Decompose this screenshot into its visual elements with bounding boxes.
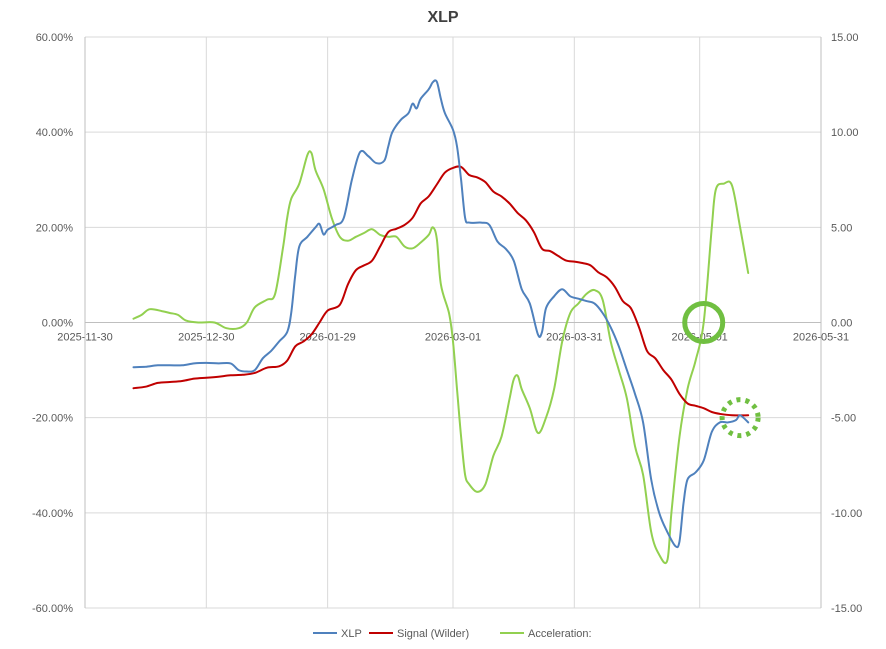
y-right-tick-label: 10.00 bbox=[831, 127, 859, 139]
y-right-tick-label: -15.00 bbox=[831, 603, 862, 615]
y-right-tick-label: 5.00 bbox=[831, 222, 852, 234]
legend-label: XLP bbox=[341, 628, 362, 640]
legend-label: Signal (Wilder) bbox=[397, 628, 469, 640]
y-left-tick-label: 0.00% bbox=[42, 318, 73, 330]
series-layer bbox=[132, 79, 750, 565]
y-left-tick-label: 60.00% bbox=[36, 32, 74, 44]
series-line-signal-wilder bbox=[132, 165, 750, 417]
series-line-acceleration bbox=[132, 150, 750, 565]
y-left-tick-label: -40.00% bbox=[32, 508, 73, 520]
legend-label: Acceleration: bbox=[528, 628, 592, 640]
x-tick-label: 2026-01-29 bbox=[299, 332, 355, 344]
y-left-tick-label: -20.00% bbox=[32, 413, 73, 425]
series-line-xlp bbox=[132, 79, 750, 549]
y-left-tick-label: 40.00% bbox=[36, 127, 74, 139]
y-right-tick-label: -10.00 bbox=[831, 508, 862, 520]
highlight-circle-solid bbox=[682, 301, 726, 344]
y-right-tick-label: 15.00 bbox=[831, 32, 859, 44]
y-left-tick-label: 20.00% bbox=[36, 222, 74, 234]
y-right-tick-label: -5.00 bbox=[831, 413, 856, 425]
axes: 60.00% 15.00 40.00% 10.00 20.00% 5.00 0.00% 0.0… bbox=[32, 32, 862, 615]
highlight-circle-dotted bbox=[719, 397, 761, 439]
y-right-tick-label: 0.00 bbox=[831, 318, 852, 330]
x-tick-label: 2025-12-30 bbox=[178, 332, 234, 344]
chart-title: XLP bbox=[427, 9, 458, 26]
annotations bbox=[682, 301, 761, 439]
x-tick-label: 2026-03-31 bbox=[546, 332, 602, 344]
legend: XLP Signal (Wilder) Acceleration: bbox=[313, 628, 592, 640]
y-left-tick-label: -60.00% bbox=[32, 603, 73, 615]
